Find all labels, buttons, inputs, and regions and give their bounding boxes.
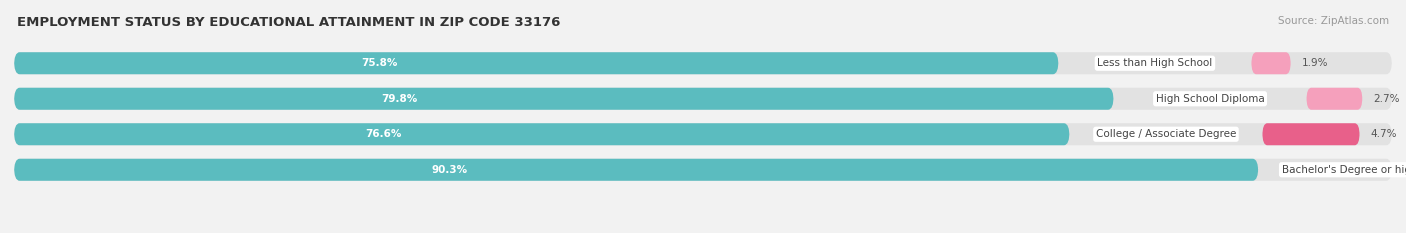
Text: Bachelor's Degree or higher: Bachelor's Degree or higher bbox=[1281, 165, 1406, 175]
FancyBboxPatch shape bbox=[14, 159, 1392, 181]
Text: EMPLOYMENT STATUS BY EDUCATIONAL ATTAINMENT IN ZIP CODE 33176: EMPLOYMENT STATUS BY EDUCATIONAL ATTAINM… bbox=[17, 16, 560, 29]
Text: 76.6%: 76.6% bbox=[366, 129, 402, 139]
FancyBboxPatch shape bbox=[14, 88, 1114, 110]
Text: 1.9%: 1.9% bbox=[1302, 58, 1329, 68]
FancyBboxPatch shape bbox=[14, 159, 1258, 181]
Text: 79.8%: 79.8% bbox=[381, 94, 418, 104]
Text: Less than High School: Less than High School bbox=[1097, 58, 1212, 68]
Text: High School Diploma: High School Diploma bbox=[1156, 94, 1264, 104]
FancyBboxPatch shape bbox=[14, 123, 1392, 145]
Text: College / Associate Degree: College / Associate Degree bbox=[1095, 129, 1236, 139]
FancyBboxPatch shape bbox=[1251, 52, 1291, 74]
FancyBboxPatch shape bbox=[1263, 123, 1360, 145]
Text: 4.7%: 4.7% bbox=[1371, 129, 1398, 139]
Text: 90.3%: 90.3% bbox=[432, 165, 468, 175]
FancyBboxPatch shape bbox=[1306, 88, 1362, 110]
FancyBboxPatch shape bbox=[14, 52, 1392, 74]
FancyBboxPatch shape bbox=[14, 52, 1059, 74]
Text: 2.7%: 2.7% bbox=[1374, 94, 1400, 104]
Text: 75.8%: 75.8% bbox=[361, 58, 398, 68]
FancyBboxPatch shape bbox=[14, 123, 1070, 145]
Text: Source: ZipAtlas.com: Source: ZipAtlas.com bbox=[1278, 16, 1389, 26]
FancyBboxPatch shape bbox=[14, 88, 1392, 110]
